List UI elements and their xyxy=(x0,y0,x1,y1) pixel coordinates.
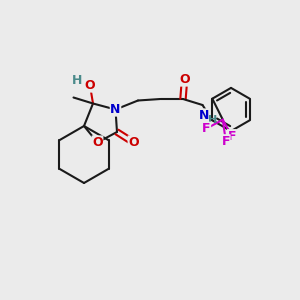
Text: F: F xyxy=(221,135,230,148)
Text: N: N xyxy=(199,109,209,122)
Text: H: H xyxy=(72,74,82,87)
Text: F: F xyxy=(227,130,236,143)
Text: N: N xyxy=(110,103,121,116)
Text: O: O xyxy=(128,136,139,149)
Text: O: O xyxy=(179,73,190,86)
Text: O: O xyxy=(92,136,103,149)
Text: H: H xyxy=(208,115,217,125)
Text: F: F xyxy=(202,122,211,135)
Text: O: O xyxy=(85,79,95,92)
